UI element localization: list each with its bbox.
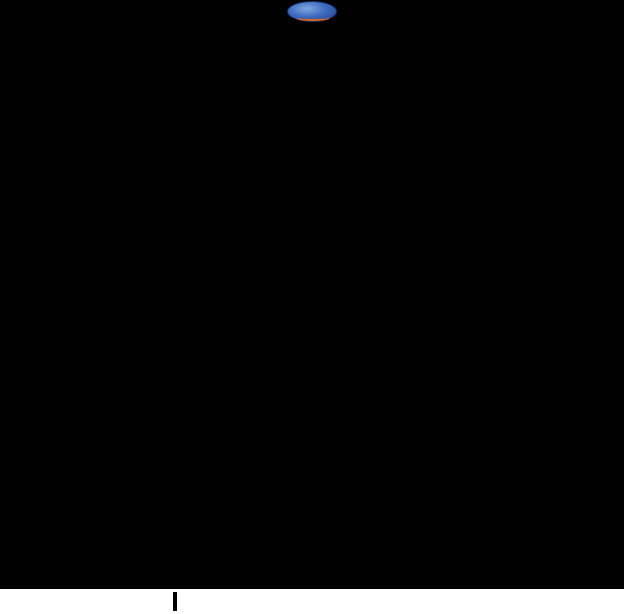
cptec-logo-swoosh: [296, 15, 330, 21]
legend-bar: [0, 589, 624, 614]
satellite-map-area: [0, 24, 624, 589]
cptec-logo: [287, 1, 337, 22]
temperature-scale: [173, 592, 177, 611]
satellite-image: [0, 24, 624, 589]
header-bar: [0, 0, 624, 24]
